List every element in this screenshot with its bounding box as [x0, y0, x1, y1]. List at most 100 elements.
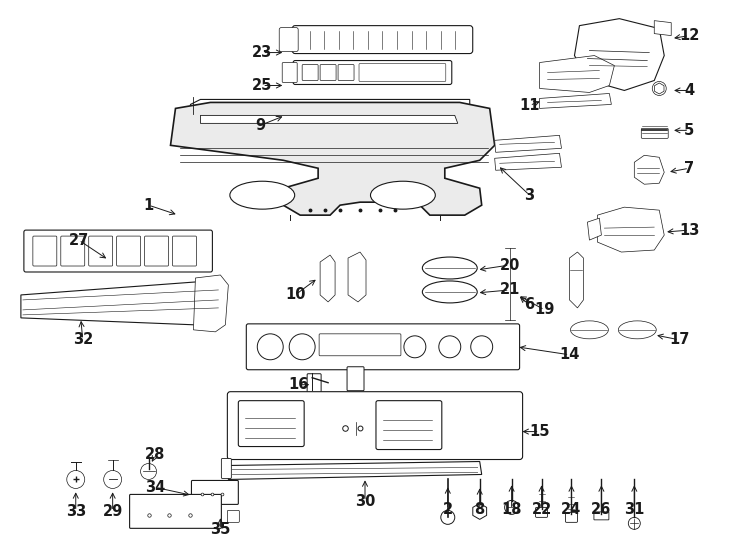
- FancyBboxPatch shape: [247, 324, 520, 370]
- Circle shape: [404, 336, 426, 358]
- Text: 17: 17: [669, 332, 689, 347]
- Text: 9: 9: [255, 118, 265, 133]
- Polygon shape: [320, 255, 335, 302]
- Polygon shape: [570, 252, 584, 308]
- Text: 34: 34: [145, 480, 166, 495]
- Polygon shape: [634, 156, 664, 184]
- Polygon shape: [597, 207, 664, 252]
- FancyBboxPatch shape: [239, 401, 304, 447]
- FancyBboxPatch shape: [536, 508, 548, 517]
- Polygon shape: [190, 99, 470, 111]
- Polygon shape: [539, 56, 614, 92]
- Polygon shape: [654, 21, 671, 36]
- FancyBboxPatch shape: [228, 510, 239, 522]
- Text: 19: 19: [534, 302, 555, 318]
- FancyBboxPatch shape: [565, 512, 578, 522]
- Polygon shape: [200, 116, 458, 123]
- Text: 23: 23: [252, 45, 272, 60]
- Text: 18: 18: [501, 502, 522, 517]
- Text: 6: 6: [525, 298, 534, 313]
- Ellipse shape: [618, 321, 656, 339]
- FancyBboxPatch shape: [282, 63, 297, 83]
- Text: 3: 3: [525, 188, 534, 202]
- Polygon shape: [194, 275, 228, 332]
- Text: 5: 5: [684, 123, 694, 138]
- Circle shape: [141, 463, 156, 480]
- FancyBboxPatch shape: [192, 481, 239, 504]
- FancyBboxPatch shape: [338, 64, 354, 80]
- Circle shape: [505, 501, 519, 515]
- Text: 11: 11: [520, 98, 539, 113]
- Text: 22: 22: [531, 502, 552, 517]
- FancyBboxPatch shape: [642, 129, 668, 138]
- Text: 21: 21: [499, 282, 520, 298]
- FancyBboxPatch shape: [61, 236, 84, 266]
- FancyBboxPatch shape: [594, 512, 609, 520]
- Text: 8: 8: [475, 502, 485, 517]
- Polygon shape: [495, 153, 562, 170]
- Text: 2: 2: [443, 502, 453, 517]
- Text: 14: 14: [559, 347, 580, 362]
- Circle shape: [103, 470, 122, 489]
- Polygon shape: [575, 19, 664, 91]
- Text: 27: 27: [68, 233, 89, 247]
- Ellipse shape: [570, 321, 608, 339]
- FancyBboxPatch shape: [293, 60, 452, 84]
- Ellipse shape: [371, 181, 435, 209]
- Text: 12: 12: [679, 28, 700, 43]
- FancyBboxPatch shape: [145, 236, 169, 266]
- FancyBboxPatch shape: [24, 230, 212, 272]
- Text: 7: 7: [684, 161, 694, 176]
- FancyBboxPatch shape: [222, 458, 231, 478]
- Circle shape: [653, 82, 666, 96]
- Text: 20: 20: [499, 258, 520, 273]
- Circle shape: [470, 336, 493, 358]
- Ellipse shape: [230, 181, 294, 209]
- Text: 13: 13: [679, 222, 700, 238]
- FancyBboxPatch shape: [376, 401, 442, 449]
- FancyBboxPatch shape: [130, 495, 222, 528]
- Text: 33: 33: [65, 504, 86, 519]
- Ellipse shape: [422, 257, 477, 279]
- Text: 35: 35: [210, 522, 230, 537]
- FancyBboxPatch shape: [359, 64, 446, 82]
- Text: 15: 15: [529, 424, 550, 439]
- FancyBboxPatch shape: [347, 367, 364, 390]
- FancyBboxPatch shape: [117, 236, 141, 266]
- FancyBboxPatch shape: [302, 64, 318, 80]
- Text: 30: 30: [355, 494, 375, 509]
- Text: 10: 10: [285, 287, 305, 302]
- Text: 16: 16: [288, 377, 308, 392]
- Text: 26: 26: [592, 502, 611, 517]
- Circle shape: [439, 336, 461, 358]
- Circle shape: [628, 517, 640, 529]
- Circle shape: [67, 470, 84, 489]
- Text: 32: 32: [73, 332, 93, 347]
- Circle shape: [441, 510, 455, 524]
- Polygon shape: [587, 218, 601, 240]
- FancyBboxPatch shape: [279, 28, 298, 51]
- FancyBboxPatch shape: [320, 64, 336, 80]
- FancyBboxPatch shape: [307, 374, 321, 394]
- Text: 31: 31: [624, 502, 644, 517]
- Text: 1: 1: [143, 198, 153, 213]
- Text: 28: 28: [145, 447, 166, 462]
- FancyBboxPatch shape: [172, 236, 197, 266]
- Polygon shape: [21, 282, 220, 325]
- Polygon shape: [539, 93, 611, 109]
- Polygon shape: [228, 462, 482, 480]
- FancyBboxPatch shape: [89, 236, 112, 266]
- Text: 29: 29: [103, 504, 123, 519]
- Circle shape: [289, 334, 315, 360]
- Text: 25: 25: [252, 78, 272, 93]
- Polygon shape: [495, 136, 562, 152]
- Text: 4: 4: [684, 83, 694, 98]
- Polygon shape: [170, 103, 495, 215]
- Circle shape: [258, 334, 283, 360]
- Polygon shape: [348, 252, 366, 302]
- FancyBboxPatch shape: [33, 236, 57, 266]
- FancyBboxPatch shape: [319, 334, 401, 356]
- FancyBboxPatch shape: [228, 392, 523, 460]
- FancyBboxPatch shape: [292, 25, 473, 53]
- Text: 24: 24: [562, 502, 581, 517]
